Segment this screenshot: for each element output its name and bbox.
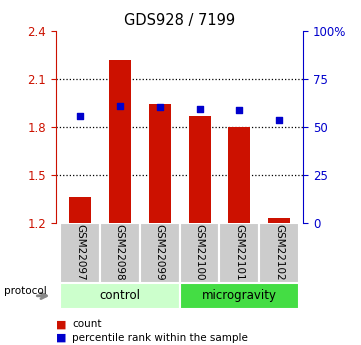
Point — [117, 103, 123, 109]
Text: microgravity: microgravity — [202, 289, 277, 302]
Point — [197, 107, 203, 112]
Point — [157, 104, 162, 110]
Text: GSM22102: GSM22102 — [274, 224, 284, 281]
Bar — [268, 218, 290, 223]
Text: GSM22101: GSM22101 — [234, 224, 244, 281]
Bar — [180, 223, 219, 283]
Text: count: count — [72, 319, 102, 329]
Bar — [60, 223, 100, 283]
Bar — [69, 197, 91, 223]
Bar — [229, 127, 251, 223]
Text: ■: ■ — [56, 319, 66, 329]
Bar — [149, 105, 171, 223]
Text: GSM22099: GSM22099 — [155, 224, 165, 281]
Text: control: control — [99, 289, 140, 302]
Bar — [60, 283, 180, 309]
Text: ■: ■ — [56, 333, 66, 343]
Text: GSM22097: GSM22097 — [75, 224, 85, 281]
Point — [236, 107, 242, 113]
Bar — [140, 223, 180, 283]
Text: protocol: protocol — [4, 286, 46, 296]
Text: percentile rank within the sample: percentile rank within the sample — [72, 333, 248, 343]
Bar — [259, 223, 299, 283]
Bar — [100, 223, 140, 283]
Bar — [109, 60, 131, 223]
Text: GSM22098: GSM22098 — [115, 224, 125, 281]
Bar — [180, 283, 299, 309]
Bar — [219, 223, 259, 283]
Bar — [188, 116, 210, 223]
Point — [77, 114, 83, 119]
Point — [277, 117, 282, 122]
Text: GSM22100: GSM22100 — [195, 225, 205, 281]
Title: GDS928 / 7199: GDS928 / 7199 — [124, 13, 235, 29]
